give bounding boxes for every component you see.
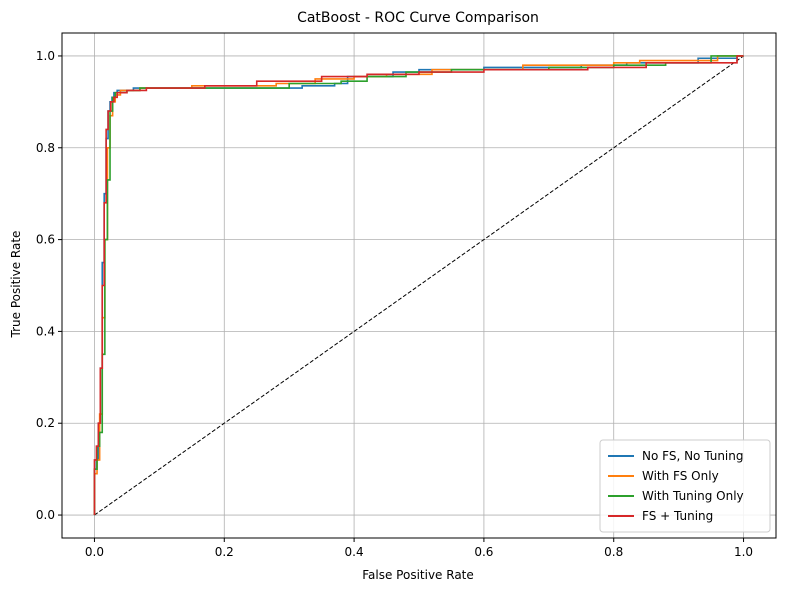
series-line-fs-tuning — [93, 55, 744, 516]
x-tick-label: 0.8 — [604, 545, 623, 559]
grid — [62, 33, 776, 538]
reference-diagonal — [94, 55, 744, 516]
chart-title: CatBoost - ROC Curve Comparison — [297, 10, 539, 26]
x-tick-label: 0.2 — [215, 545, 234, 559]
x-tick-label: 0.6 — [474, 545, 493, 559]
y-tick-label: 0.8 — [36, 141, 55, 155]
y-axis-ticks: 0.0 0.2 0.4 0.6 0.8 1.0 — [36, 49, 62, 522]
legend-label: With Tuning Only — [642, 489, 744, 503]
legend-label: With FS Only — [642, 469, 719, 483]
y-tick-label: 1.0 — [36, 49, 55, 63]
y-tick-label: 0.4 — [36, 324, 55, 338]
series-lines — [93, 55, 744, 516]
legend-label: FS + Tuning — [642, 509, 713, 523]
y-tick-label: 0.2 — [36, 416, 55, 430]
legend-label: No FS, No Tuning — [642, 449, 743, 463]
y-tick-label: 0.6 — [36, 233, 55, 247]
legend-box — [599, 439, 771, 533]
x-axis-label: False Positive Rate — [362, 568, 474, 582]
x-tick-label: 0.0 — [85, 545, 104, 559]
x-axis-ticks: 0.0 0.2 0.4 0.6 0.8 1.0 — [85, 538, 753, 559]
y-tick-label: 0.0 — [36, 508, 55, 522]
x-tick-label: 1.0 — [734, 545, 753, 559]
y-axis-label: True Positive Rate — [9, 231, 23, 339]
reference-line — [94, 55, 744, 516]
x-tick-label: 0.4 — [345, 545, 364, 559]
plot-area-frame — [61, 32, 777, 539]
legend: No FS, No Tuning With FS Only With Tuning … — [599, 439, 771, 533]
